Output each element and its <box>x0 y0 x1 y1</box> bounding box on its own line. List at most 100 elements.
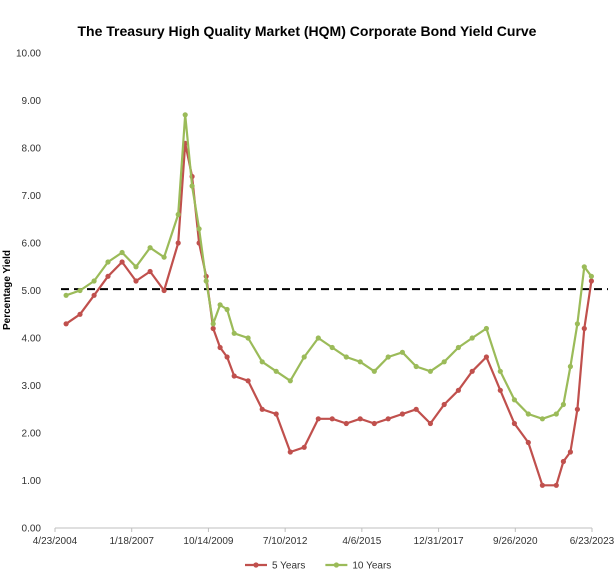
data-point <box>77 287 83 294</box>
data-point <box>105 259 111 265</box>
data-point <box>273 411 279 417</box>
data-point <box>413 363 419 370</box>
data-point <box>245 378 251 384</box>
data-point <box>539 482 546 488</box>
data-point <box>217 302 223 308</box>
data-point <box>588 278 595 284</box>
y-tick-label: 1.00 <box>22 476 42 487</box>
data-point <box>196 226 202 232</box>
data-point <box>343 420 349 427</box>
data-point <box>161 287 167 294</box>
x-tick-label: 6/23/2023 <box>570 536 615 547</box>
data-point <box>91 292 97 298</box>
data-point <box>315 416 321 422</box>
data-point <box>224 354 230 360</box>
data-point <box>553 411 559 417</box>
data-point <box>203 278 209 284</box>
y-tick-label: 8.00 <box>22 144 42 155</box>
data-point <box>511 420 517 427</box>
data-point <box>441 359 447 365</box>
data-point <box>497 387 503 393</box>
data-point <box>371 368 377 374</box>
data-point <box>574 406 581 412</box>
data-point <box>315 335 321 341</box>
data-point <box>581 325 587 332</box>
data-point <box>175 211 181 218</box>
chart-title: The Treasury High Quality Market (HQM) C… <box>78 23 537 39</box>
series-line-1 <box>65 113 593 420</box>
data-point <box>560 401 567 408</box>
data-point <box>119 249 125 256</box>
x-tick-label: 4/6/2015 <box>342 536 381 547</box>
data-point <box>259 406 265 412</box>
data-point <box>385 416 391 422</box>
y-tick-label: 4.00 <box>22 334 42 345</box>
y-tick-label: 7.00 <box>22 191 42 202</box>
data-point <box>581 264 587 270</box>
data-point <box>385 354 391 360</box>
data-point <box>399 411 405 417</box>
series-line-0 <box>65 142 593 487</box>
data-point <box>133 278 139 284</box>
legend-swatch-marker <box>333 562 339 568</box>
data-point <box>147 268 153 275</box>
data-point <box>245 335 251 341</box>
data-point <box>301 354 307 360</box>
data-point <box>539 416 546 422</box>
data-point <box>329 416 335 422</box>
data-point <box>343 354 349 360</box>
data-point <box>469 368 475 374</box>
data-point <box>259 359 265 365</box>
data-point <box>553 482 559 488</box>
data-point <box>469 335 475 341</box>
data-point <box>399 349 405 355</box>
y-tick-label: 3.00 <box>22 381 42 392</box>
y-tick-label: 2.00 <box>22 429 42 440</box>
x-tick-label: 7/10/2012 <box>263 536 308 547</box>
data-point <box>441 401 447 408</box>
data-point <box>161 254 167 260</box>
data-point <box>63 292 69 298</box>
data-point <box>182 112 188 118</box>
data-point <box>588 273 595 279</box>
data-point <box>63 321 69 327</box>
data-point <box>427 420 433 427</box>
x-tick-label: 4/23/2004 <box>33 536 78 547</box>
series-group <box>63 112 595 488</box>
x-tick-label: 1/18/2007 <box>109 536 154 547</box>
data-point <box>175 240 181 246</box>
data-point <box>371 420 377 427</box>
data-point <box>217 344 223 351</box>
data-point <box>210 321 216 327</box>
y-tick-label: 9.00 <box>22 96 42 107</box>
data-point <box>357 416 363 422</box>
data-point <box>567 363 574 370</box>
y-axis-label: Percentage Yield <box>2 250 13 330</box>
data-point <box>105 273 111 279</box>
x-tick-label: 9/26/2020 <box>493 536 538 547</box>
data-point <box>287 378 293 384</box>
data-point <box>119 259 125 265</box>
legend: 5 Years 10 Years <box>245 561 391 572</box>
x-tick-label: 12/31/2017 <box>414 536 464 547</box>
legend-label: 5 Years <box>272 561 305 572</box>
data-point <box>329 344 335 351</box>
data-point <box>483 325 489 332</box>
data-point <box>147 245 153 251</box>
legend-label: 10 Years <box>352 561 391 572</box>
data-point <box>525 439 531 446</box>
y-tick-label: 6.00 <box>22 239 42 250</box>
legend-swatch-marker <box>253 562 259 568</box>
data-point <box>231 373 237 379</box>
data-point <box>483 354 489 360</box>
data-point <box>189 183 195 189</box>
y-tick-label: 10.00 <box>16 49 41 60</box>
data-point <box>413 406 419 412</box>
data-point <box>427 368 433 374</box>
data-point <box>525 411 531 417</box>
data-point <box>231 330 237 336</box>
data-point <box>77 311 83 317</box>
data-point <box>511 397 517 403</box>
